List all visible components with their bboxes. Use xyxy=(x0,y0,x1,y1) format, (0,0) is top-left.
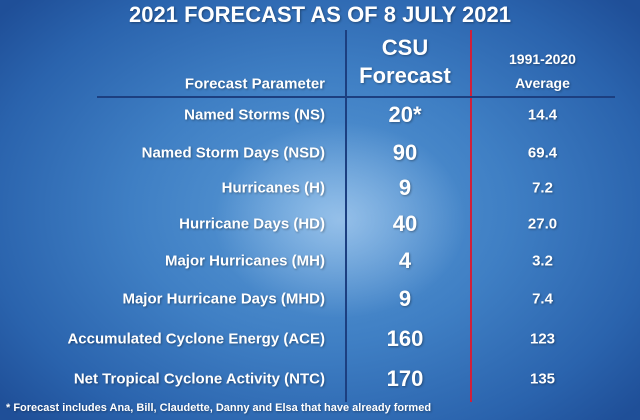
average-cell: 69.4 xyxy=(527,144,558,162)
header-parameter: Forecast Parameter xyxy=(184,75,325,93)
csu-forecast-cell: 9 xyxy=(398,175,412,200)
header-average: Average xyxy=(515,75,570,91)
average-cell: 7.4 xyxy=(532,290,553,308)
csu-forecast-cell: 9 xyxy=(398,286,412,311)
column-divider xyxy=(345,30,347,402)
average-cell: 3.2 xyxy=(532,252,553,270)
footnote: * Forecast includes Ana, Bill, Claudette… xyxy=(6,402,432,414)
average-cell: 123 xyxy=(529,330,556,348)
csu-forecast-cell: 90 xyxy=(392,140,418,165)
csu-forecast-cell: 160 xyxy=(386,326,424,351)
parameter-cell: Hurricanes (H) xyxy=(221,179,325,197)
average-cell: 135 xyxy=(529,370,556,388)
parameter-cell: Major Hurricanes (MH) xyxy=(164,252,325,270)
average-cell: 7.2 xyxy=(532,179,553,197)
average-cell: 14.4 xyxy=(527,106,558,124)
parameter-cell: Major Hurricane Days (MHD) xyxy=(122,290,325,308)
parameter-cell: Hurricane Days (HD) xyxy=(179,215,325,233)
csu-forecast-cell: 20* xyxy=(388,102,422,127)
parameter-cell: Named Storms (NS) xyxy=(184,106,325,124)
title: 2021 FORECAST AS OF 8 JULY 2021 xyxy=(129,2,511,27)
parameter-cell: Named Storm Days (NSD) xyxy=(141,144,325,162)
csu-forecast-cell: 40 xyxy=(392,211,418,236)
header-rule xyxy=(97,96,615,98)
csu-forecast-cell: 4 xyxy=(398,248,412,273)
csu-forecast-cell: 170 xyxy=(386,366,424,391)
header-average: 1991-2020 xyxy=(509,51,576,67)
header-csu: Forecast xyxy=(359,63,451,88)
average-cell: 27.0 xyxy=(527,215,558,233)
header-csu: CSU xyxy=(381,35,429,60)
column-divider-red xyxy=(470,30,472,402)
parameter-cell: Accumulated Cyclone Energy (ACE) xyxy=(67,330,325,348)
parameter-cell: Net Tropical Cyclone Activity (NTC) xyxy=(73,370,325,388)
